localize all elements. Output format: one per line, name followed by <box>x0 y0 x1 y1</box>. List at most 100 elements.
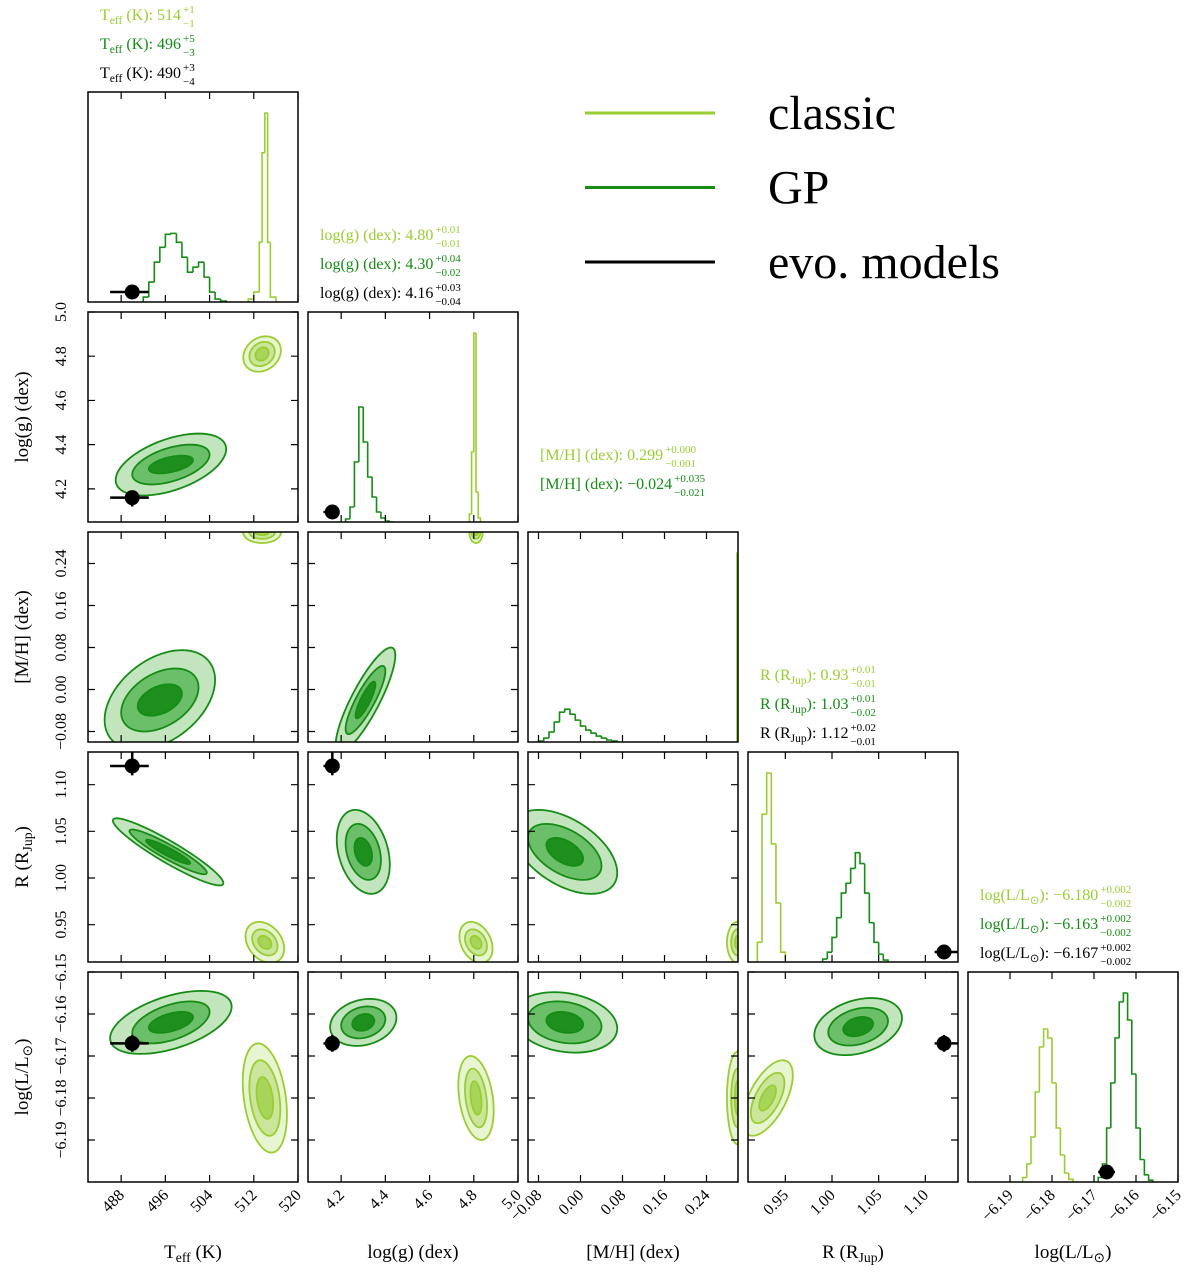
estimate-plus: +0.01 <box>850 664 875 676</box>
x-tick-label: 4.6 <box>410 1187 436 1213</box>
histogram-step <box>1021 1176 1027 1182</box>
histogram-step <box>1131 1020 1136 1075</box>
y-tick-label: 0.95 <box>53 911 70 939</box>
estimate-minus: −4 <box>183 76 195 88</box>
histogram-step <box>1063 1155 1069 1174</box>
label-part: T <box>100 7 110 24</box>
legend-label: classic <box>768 87 896 140</box>
panel <box>528 808 738 962</box>
label-part: T <box>100 36 110 53</box>
label-subscript: ⊙ <box>1030 895 1040 907</box>
histogram-step <box>142 296 149 302</box>
x-axis-label: log(g) (dex) <box>367 1242 458 1263</box>
histogram-step <box>1026 1163 1031 1178</box>
estimate-minus: −0.02 <box>850 707 875 719</box>
estimate-value: −6.163 <box>1053 916 1098 933</box>
panel-border <box>527 531 739 743</box>
histogram-step <box>1068 1173 1074 1182</box>
evo-point <box>124 758 140 774</box>
label-subscript: Jup <box>791 733 807 745</box>
x-tick-label: −6.19 <box>979 1187 1017 1225</box>
label-part: (K) <box>122 36 148 53</box>
label-part: log(L/L <box>12 1056 33 1115</box>
histogram-step <box>1143 1159 1149 1176</box>
y-axis-label: log(g) (dex) <box>12 371 33 462</box>
estimate-label: log(L/L⊙): −6.180 <box>980 887 1098 907</box>
label-part: ) <box>878 1242 884 1263</box>
contour <box>147 1010 194 1034</box>
y-tick-label: 0.16 <box>53 592 70 620</box>
label-subscript: eff <box>110 73 123 85</box>
label-part: log(L/L <box>1035 1242 1094 1263</box>
y-tick-label: 5.0 <box>53 302 70 322</box>
legend-label: evo. models <box>768 236 1000 289</box>
x-axis-label: Teff (K) <box>164 1242 222 1265</box>
estimate-separator: : <box>397 227 405 244</box>
estimate-label: R (RJup): 1.03 <box>760 696 848 716</box>
histogram-step <box>859 852 865 865</box>
histogram-step <box>164 233 171 248</box>
label-part: log(L/L <box>980 887 1030 904</box>
estimate-minus: −0.02 <box>435 267 460 279</box>
estimate-label: Teff (K): 496 <box>100 36 181 56</box>
histogram-step <box>1038 1046 1044 1092</box>
evo-point <box>324 758 340 774</box>
label-part: R (R <box>760 667 791 684</box>
histogram-step <box>600 736 607 739</box>
x-tick-label: 0.16 <box>640 1187 672 1219</box>
histogram-step <box>1139 1128 1145 1161</box>
histogram-step <box>605 738 612 741</box>
y-tick-label: 4.2 <box>53 479 70 499</box>
estimate-separator: : <box>619 476 627 493</box>
y-tick-label: 1.10 <box>53 771 70 799</box>
histogram-step <box>584 726 591 731</box>
histogram-step <box>153 261 160 283</box>
estimate-plus: +0.002 <box>1100 884 1131 896</box>
contour <box>545 836 585 867</box>
histogram-step <box>170 232 177 235</box>
label-part: ) <box>807 667 812 684</box>
histogram-step <box>186 257 193 273</box>
contour <box>147 454 194 475</box>
histogram-step <box>553 721 560 733</box>
evo-point <box>324 504 340 520</box>
y-tick-label: 0.08 <box>53 634 70 662</box>
x-tick-label: 4.4 <box>366 1187 392 1213</box>
panel-border <box>747 971 959 1183</box>
panel <box>110 752 286 962</box>
x-tick-label: −6.16 <box>1105 1187 1143 1225</box>
estimate-minus: −0.002 <box>1100 956 1131 968</box>
label-part: R (R <box>822 1242 859 1263</box>
panel-border <box>87 91 299 303</box>
x-tick-label: −6.17 <box>1063 1187 1101 1225</box>
panel <box>110 112 277 302</box>
estimate-plus: +0.01 <box>435 224 460 236</box>
y-axis-label: log(L/L⊙) <box>12 1039 35 1116</box>
x-axis-label: log(L/L⊙) <box>1035 1242 1112 1265</box>
label-subscript: ⊙ <box>1030 924 1040 936</box>
histogram-step <box>266 113 271 244</box>
label-part: [M/H] (dex) <box>540 476 619 493</box>
panel-border <box>527 751 739 963</box>
estimate-minus: −0.01 <box>850 678 875 690</box>
histogram-step <box>375 497 381 513</box>
histogram-step <box>1135 1074 1141 1129</box>
y-tick-label: 0.00 <box>53 676 70 704</box>
label-part: ) <box>1105 1242 1111 1263</box>
label-subscript: ⊙ <box>20 1045 35 1056</box>
panel-border <box>747 751 959 963</box>
histogram-step <box>261 151 265 243</box>
y-tick-label: 1.05 <box>53 817 70 845</box>
histogram-step <box>181 242 188 259</box>
estimate-value: −0.024 <box>627 476 672 493</box>
estimate-minus: −0.002 <box>1100 927 1131 939</box>
estimate-label: R (RJup): 0.93 <box>760 667 848 687</box>
estimate-minus: −1 <box>183 18 195 30</box>
contour <box>842 1016 874 1038</box>
histogram-step <box>1055 1083 1061 1129</box>
label-part: [M/H] (dex) <box>12 590 33 683</box>
x-tick-label: 1.10 <box>900 1187 932 1219</box>
estimate-separator: : <box>812 725 820 742</box>
contour <box>758 1084 777 1112</box>
